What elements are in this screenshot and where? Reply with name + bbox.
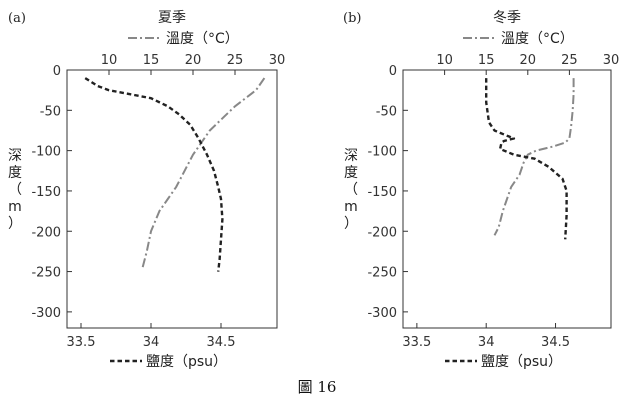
top-x-tick-label: 30 [269, 53, 286, 68]
plot-frame [66, 69, 278, 329]
y-tick-label: -150 [367, 185, 397, 200]
chart-title: 夏季 [158, 10, 186, 26]
y-tick-label: -300 [367, 306, 397, 321]
y-tick-label: -300 [31, 306, 61, 321]
temperature-series-line [493, 78, 575, 236]
top-x-tick-label: 20 [520, 53, 537, 68]
y-axis-label-char: m [8, 199, 22, 215]
y-tick-label: 0 [53, 64, 61, 79]
salinity-series-line [84, 77, 224, 272]
y-tick-label: -50 [376, 104, 397, 119]
y-axis-label-char: （ [8, 182, 22, 198]
bottom-x-tick-label: 34.5 [207, 335, 236, 350]
y-axis-label-char: 深 [344, 148, 358, 164]
top-x-tick-label: 10 [436, 53, 453, 68]
y-axis-label-char: （ [344, 182, 358, 198]
bottom-x-tick-label: 34 [478, 335, 495, 350]
y-tick-label: -100 [31, 145, 61, 160]
y-axis-label-char: 度 [344, 165, 358, 181]
y-tick-label: -100 [367, 145, 397, 160]
top-x-tick-label: 15 [143, 53, 160, 68]
chart-title: 冬季 [493, 10, 521, 26]
top-x-tick-label: 10 [101, 53, 118, 68]
bottom-x-tick-label: 33.5 [402, 335, 431, 350]
y-tick-label: -200 [31, 225, 61, 240]
temperature-series-line [141, 77, 266, 268]
salinity-series-line [485, 78, 568, 240]
panel-label: (a) [8, 11, 26, 26]
y-tick-label: -150 [31, 185, 61, 200]
y-tick-label: -250 [367, 266, 397, 281]
legend-label-temperature: 溫度（°C） [166, 31, 239, 47]
bottom-x-tick-label: 33.5 [67, 335, 96, 350]
y-axis-label-char: m [344, 199, 358, 215]
legend-label-salinity: 鹽度（psu） [481, 354, 562, 370]
y-axis-label-char: 度 [8, 165, 22, 181]
y-tick-label: -200 [367, 225, 397, 240]
figure-caption: 圖 16 [298, 378, 337, 396]
top-x-tick-label: 25 [227, 53, 244, 68]
top-x-tick-label: 30 [603, 53, 620, 68]
plot-frame [402, 69, 612, 329]
legend-label-temperature: 溫度（°C） [501, 31, 574, 47]
y-tick-label: -250 [31, 266, 61, 281]
top-x-tick-label: 15 [478, 53, 495, 68]
top-x-tick-label: 25 [561, 53, 578, 68]
y-tick-label: 0 [389, 64, 397, 79]
legend-label-salinity: 鹽度（psu） [146, 354, 227, 370]
bottom-x-tick-label: 34.5 [541, 335, 570, 350]
y-axis-label-char: ） [344, 216, 358, 232]
panel-label: (b) [343, 11, 361, 26]
y-axis-label-char: 深 [8, 148, 22, 164]
bottom-x-tick-label: 34 [143, 335, 160, 350]
y-axis-label-char: ） [8, 216, 22, 232]
y-tick-label: -50 [40, 104, 61, 119]
top-x-tick-label: 20 [185, 53, 202, 68]
